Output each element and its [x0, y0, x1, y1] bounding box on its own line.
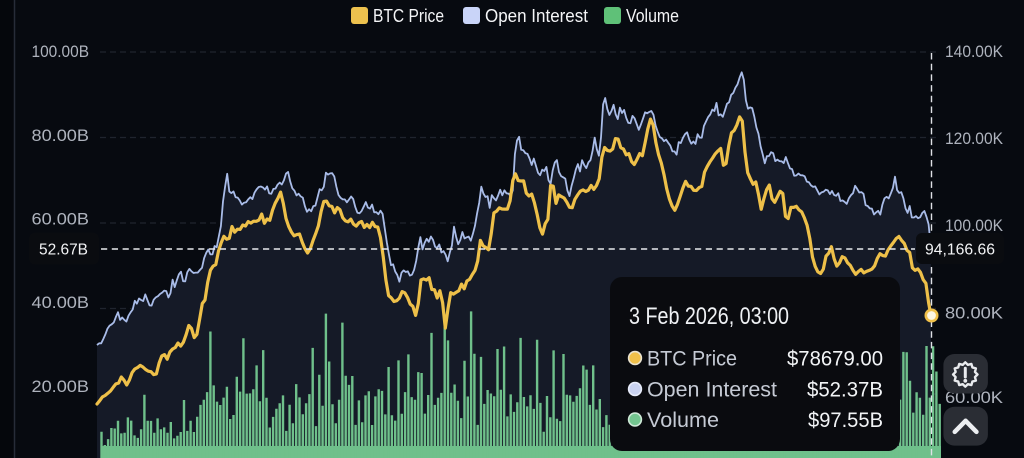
- svg-text:BTC Price: BTC Price: [647, 348, 737, 371]
- svg-text:100.00K: 100.00K: [945, 217, 1003, 235]
- svg-text:100.00B: 100.00B: [32, 43, 90, 61]
- svg-text:Volume: Volume: [626, 6, 679, 26]
- svg-text:60.00K: 60.00K: [945, 389, 1003, 407]
- svg-text:80.00B: 80.00B: [32, 127, 90, 145]
- svg-text:Open Interest: Open Interest: [647, 379, 777, 402]
- svg-text:$78679.00: $78679.00: [787, 348, 883, 371]
- svg-text:20.00B: 20.00B: [32, 378, 90, 396]
- svg-text:Open Interest: Open Interest: [485, 6, 588, 26]
- svg-text:80.00K: 80.00K: [945, 304, 1003, 322]
- svg-text:140.00K: 140.00K: [945, 43, 1003, 61]
- svg-text:60.00B: 60.00B: [32, 211, 90, 229]
- svg-text:$97.55B: $97.55B: [808, 409, 883, 432]
- svg-text:40.00B: 40.00B: [32, 294, 90, 312]
- svg-text:Volume: Volume: [647, 409, 719, 432]
- svg-text:120.00K: 120.00K: [945, 130, 1003, 148]
- svg-text:$52.37B: $52.37B: [807, 379, 883, 402]
- svg-text:BTC Price: BTC Price: [373, 6, 444, 26]
- svg-text:94,166.66: 94,166.66: [925, 242, 995, 259]
- svg-text:52.67B: 52.67B: [39, 242, 88, 259]
- svg-text:3 Feb 2026, 03:00: 3 Feb 2026, 03:00: [629, 303, 789, 330]
